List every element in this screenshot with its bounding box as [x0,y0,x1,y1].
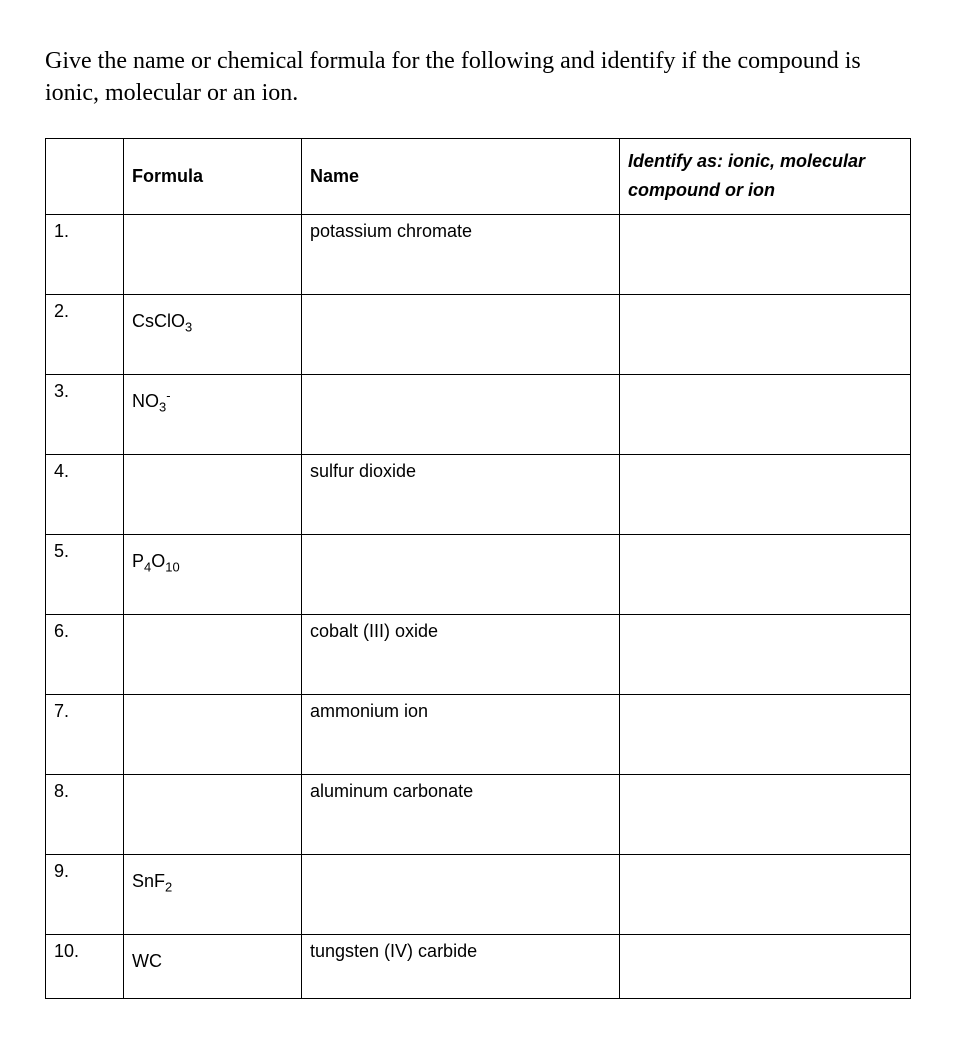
formula-cell [124,774,302,854]
identify-cell [620,774,911,854]
formula-text: SnF2 [132,861,293,892]
row-number: 5. [46,534,124,614]
row-number: 7. [46,694,124,774]
formula-cell: CsClO3 [124,294,302,374]
table-row: 10. WC tungsten (IV) carbide [46,934,911,998]
row-number: 3. [46,374,124,454]
name-cell: cobalt (III) oxide [302,614,620,694]
identify-cell [620,294,911,374]
formula-text: P4O10 [132,541,293,572]
identify-cell [620,854,911,934]
identify-cell [620,214,911,294]
formula-cell: P4O10 [124,534,302,614]
formula-cell: NO3- [124,374,302,454]
name-cell [302,294,620,374]
name-cell [302,374,620,454]
name-cell: ammonium ion [302,694,620,774]
worksheet-table: Formula Name Identify as: ionic, molecul… [45,138,911,999]
header-formula: Formula [124,138,302,214]
table-row: 9. SnF2 [46,854,911,934]
name-cell [302,854,620,934]
formula-cell [124,694,302,774]
formula-cell: SnF2 [124,854,302,934]
formula-text: CsClO3 [132,301,293,332]
worksheet-instructions: Give the name or chemical formula for th… [45,45,911,110]
formula-text: WC [132,941,293,972]
row-number: 10. [46,934,124,998]
table-row: 8. aluminum carbonate [46,774,911,854]
table-header-row: Formula Name Identify as: ionic, molecul… [46,138,911,214]
table-row: 4. sulfur dioxide [46,454,911,534]
header-identify: Identify as: ionic, molecular compound o… [620,138,911,214]
table-row: 2. CsClO3 [46,294,911,374]
formula-cell [124,454,302,534]
table-row: 7. ammonium ion [46,694,911,774]
identify-cell [620,374,911,454]
name-cell: tungsten (IV) carbide [302,934,620,998]
name-cell: sulfur dioxide [302,454,620,534]
name-cell [302,534,620,614]
table-row: 3. NO3- [46,374,911,454]
row-number: 1. [46,214,124,294]
header-name: Name [302,138,620,214]
table-row: 5. P4O10 [46,534,911,614]
identify-cell [620,534,911,614]
name-cell: aluminum carbonate [302,774,620,854]
row-number: 9. [46,854,124,934]
formula-text: NO3- [132,381,293,412]
identify-cell [620,694,911,774]
identify-cell [620,934,911,998]
identify-cell [620,614,911,694]
row-number: 4. [46,454,124,534]
row-number: 2. [46,294,124,374]
formula-cell [124,214,302,294]
row-number: 6. [46,614,124,694]
table-row: 1. potassium chromate [46,214,911,294]
formula-cell: WC [124,934,302,998]
identify-cell [620,454,911,534]
formula-cell [124,614,302,694]
table-row: 6. cobalt (III) oxide [46,614,911,694]
header-num [46,138,124,214]
row-number: 8. [46,774,124,854]
name-cell: potassium chromate [302,214,620,294]
table-body: 1. potassium chromate 2. CsClO3 3. NO3- 4. sulf… [46,214,911,998]
